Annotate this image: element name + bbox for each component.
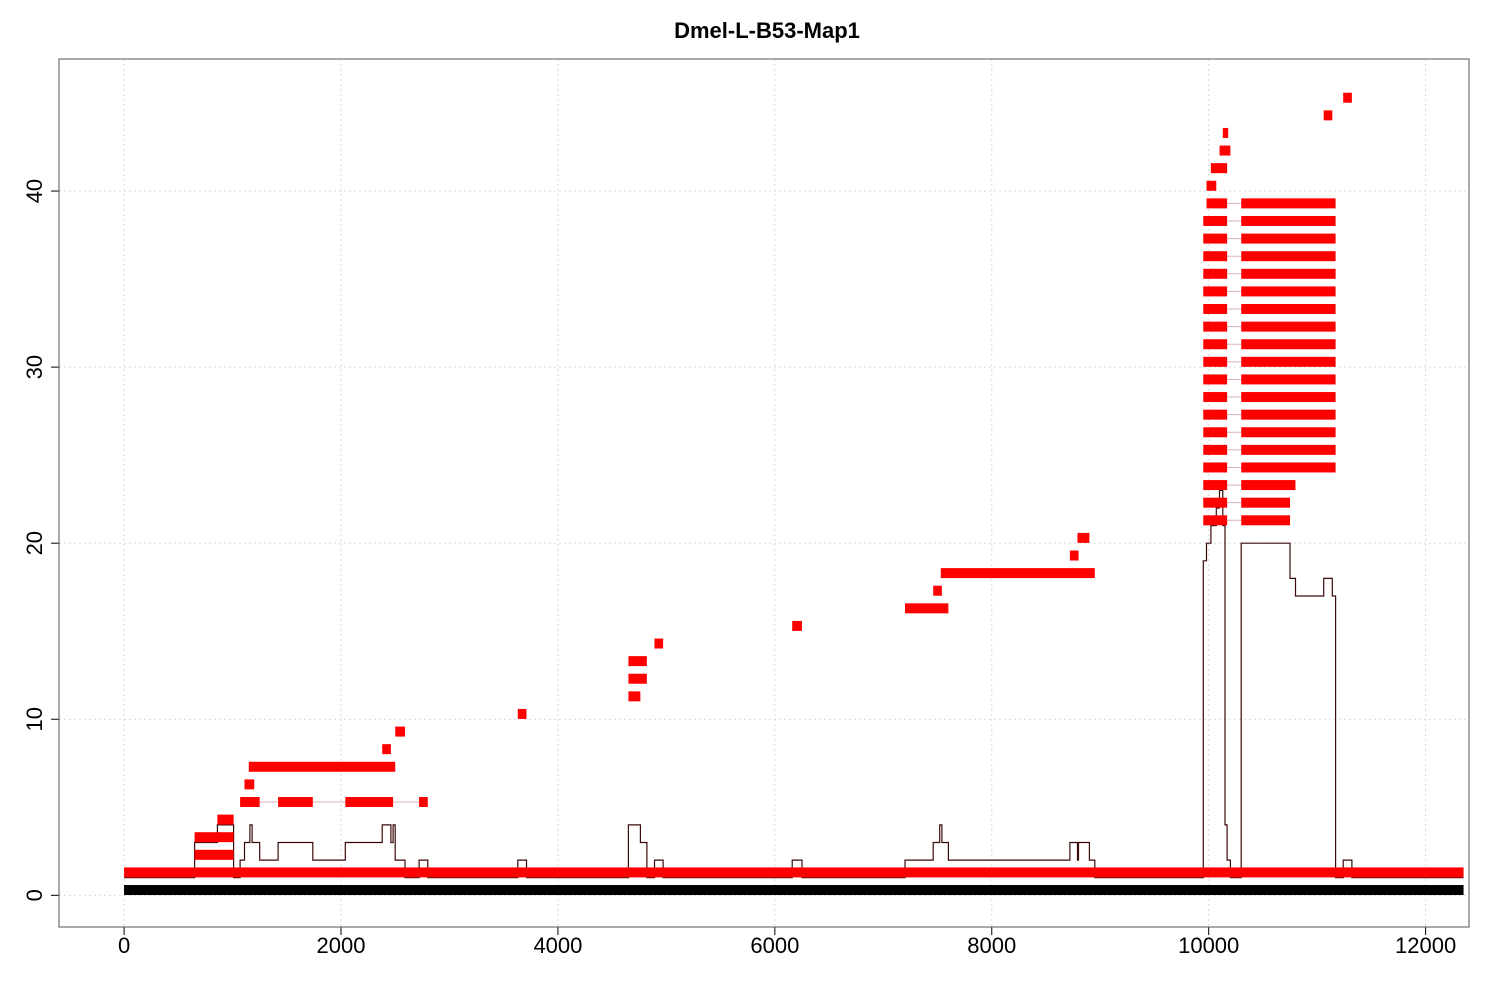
plot-frame [58, 58, 1470, 928]
reference-bar [124, 885, 1464, 896]
read-segment [1206, 198, 1228, 209]
read-segment [244, 779, 255, 790]
x-tick-label: 2000 [317, 933, 366, 958]
reads-layer [124, 92, 1464, 878]
read-segment [1241, 251, 1336, 262]
coverage-layer [124, 489, 1464, 879]
reference-layer [124, 885, 1464, 896]
read-segment [628, 673, 647, 684]
read-segment [1203, 286, 1228, 297]
read-segment [1203, 251, 1228, 262]
read-segment [1241, 462, 1336, 473]
read-segment [1241, 215, 1336, 226]
read-segment [1077, 532, 1090, 543]
read-segment [1203, 374, 1228, 385]
read-connectors [240, 202, 1336, 803]
read-segment [1203, 356, 1228, 367]
read-segment [1241, 304, 1336, 315]
read-segment [792, 620, 802, 631]
read-segment [194, 849, 234, 860]
read-segment [1241, 427, 1336, 438]
read-segment [1241, 409, 1336, 420]
read-segment [1323, 110, 1333, 121]
x-tick-label: 8000 [967, 933, 1016, 958]
read-segment [240, 796, 260, 807]
read-segment [124, 867, 1464, 878]
y-tick-label: 40 [22, 179, 47, 203]
read-segment [517, 708, 527, 719]
read-segment [1203, 233, 1228, 244]
read-segment [1219, 145, 1231, 156]
read-segment [1210, 163, 1228, 174]
coverage-line [124, 489, 1464, 879]
read-segment [933, 585, 942, 596]
read-segment [1203, 392, 1228, 403]
read-segment [278, 796, 313, 807]
read-segment [1203, 304, 1228, 315]
read-segment [345, 796, 394, 807]
read-segment [1241, 321, 1336, 332]
read-segment [1241, 480, 1296, 491]
read-segment [1206, 180, 1217, 191]
read-segment [1222, 127, 1229, 138]
y-tick-label: 20 [22, 531, 47, 555]
read-segment [217, 814, 234, 825]
read-segment [1241, 233, 1336, 244]
read-segment [1203, 339, 1228, 350]
read-segment [628, 691, 641, 702]
read-segment [419, 796, 428, 807]
read-segment [194, 832, 234, 843]
read-segment [1203, 321, 1228, 332]
read-segment [1241, 515, 1291, 526]
y-tick-label: 10 [22, 707, 47, 731]
read-segment [1241, 392, 1336, 403]
read-segment [940, 568, 1095, 579]
read-segment [905, 603, 949, 614]
x-tick-label: 12000 [1395, 933, 1456, 958]
y-tick-label: 0 [22, 889, 47, 901]
read-segment [395, 726, 405, 737]
read-segment [248, 761, 396, 772]
axes-layer: 0 2000 4000 6000 8000 10000 12000 0 10 20 30 40 [22, 179, 1456, 958]
read-segment [1203, 427, 1228, 438]
read-segment [382, 744, 391, 755]
read-segment [1241, 356, 1336, 367]
read-segment [1343, 92, 1352, 103]
read-segment [1203, 268, 1228, 279]
read-segment [628, 656, 647, 667]
read-segment [1241, 286, 1336, 297]
read-segment [1203, 515, 1228, 526]
read-segment [1241, 339, 1336, 350]
read-segment [1203, 215, 1228, 226]
x-tick-label: 6000 [750, 933, 799, 958]
x-tick-label: 4000 [533, 933, 582, 958]
read-segment [654, 638, 664, 649]
x-tick-label: 0 [118, 933, 130, 958]
read-segment [1203, 497, 1228, 508]
x-tick-label: 10000 [1178, 933, 1239, 958]
grid-layer [59, 59, 1469, 927]
y-tick-label: 30 [22, 355, 47, 379]
read-segment [1241, 374, 1336, 385]
read-segment [1203, 462, 1228, 473]
read-segment [1203, 444, 1228, 455]
read-segment [1241, 268, 1336, 279]
read-segment [1069, 550, 1079, 561]
chart-title: Dmel-L-B53-Map1 [674, 18, 860, 43]
read-segment [1203, 480, 1228, 491]
read-segment [1203, 409, 1228, 420]
read-segment [1241, 497, 1291, 508]
read-segment [1241, 198, 1336, 209]
read-segment [1241, 444, 1336, 455]
